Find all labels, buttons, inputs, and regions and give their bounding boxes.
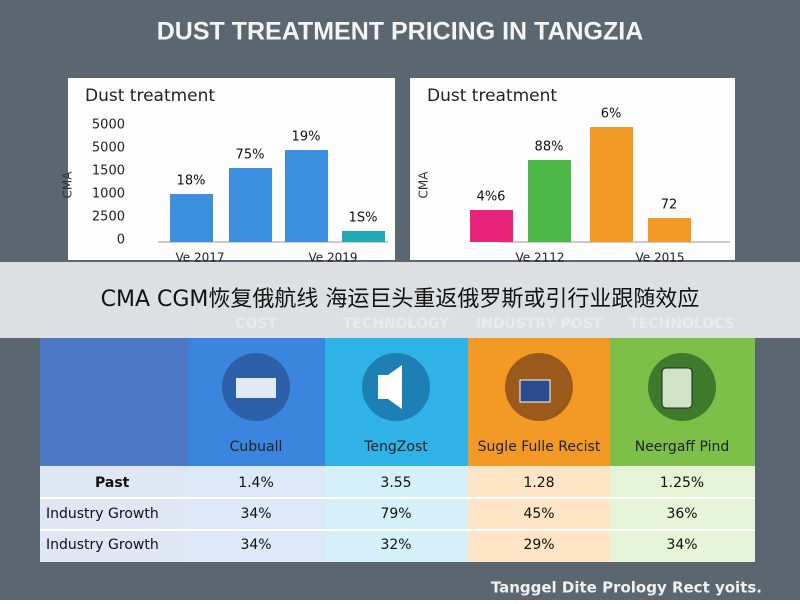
title: DUST TREATMENT PRICING IN TANGZIA — [157, 18, 644, 46]
icons — [222, 353, 716, 421]
y-tick-label: 5000 — [92, 141, 125, 156]
cell: 79% — [380, 506, 411, 522]
cell: 34% — [666, 537, 697, 553]
footer: Tanggel Dite Prology Rect yoits. — [491, 579, 762, 597]
cell: 3.55 — [380, 475, 411, 491]
y-tick-label: 1000 — [92, 187, 125, 202]
row-label: Industry Growth — [46, 537, 159, 553]
row-label: Industry Growth — [46, 506, 159, 522]
value-label: 88% — [535, 140, 564, 155]
value-label: 72 — [661, 198, 678, 213]
column-name: Sugle Fulle Recist — [478, 439, 601, 455]
y-tick-label: 1500 — [92, 164, 125, 179]
chart-title: Dust treatment — [85, 86, 215, 106]
cell: 29% — [523, 537, 554, 553]
y-tick-label: 5000 — [92, 118, 125, 133]
cells — [188, 466, 325, 562]
bar — [470, 210, 513, 242]
cells — [610, 466, 755, 562]
value-label: 18% — [177, 174, 206, 189]
x-tick-label: Ve 2019 — [308, 251, 357, 265]
charts: Dust treatment CMA 5000 5000 1500 1000 2500 0 18… — [61, 86, 730, 265]
cell: 1.25% — [660, 475, 704, 491]
banner — [0, 262, 800, 338]
value-label: 75% — [236, 148, 265, 163]
x-tick-label: Ve 2017 — [175, 251, 224, 265]
row-header-cells — [40, 466, 188, 562]
icon-glyph — [661, 367, 693, 409]
cells — [468, 466, 610, 562]
value-label: 1S% — [349, 211, 378, 226]
x-tick-label: Ve 2112 — [515, 251, 564, 265]
cell: 34% — [240, 506, 271, 522]
bar — [285, 150, 328, 242]
value-label: 19% — [292, 130, 321, 145]
icon-glyph — [236, 378, 276, 398]
column-name: Neergaff Pind — [635, 439, 730, 455]
cell: 36% — [666, 506, 697, 522]
y-tick-label: 0 — [117, 233, 125, 248]
y-axis-label: CMA — [417, 171, 431, 199]
cells — [325, 466, 468, 562]
cell: 1.28 — [523, 475, 554, 491]
bar — [170, 194, 213, 242]
row-header-area — [40, 338, 188, 466]
y-tick-label: 2500 — [92, 210, 125, 225]
cell: 45% — [523, 506, 554, 522]
x-tick-label: Ve 2015 — [635, 251, 684, 265]
bar — [229, 168, 272, 242]
value-label: 6% — [601, 107, 622, 122]
column-name: TengZost — [363, 439, 428, 455]
cell: 34% — [240, 537, 271, 553]
value-label: 4%6 — [477, 190, 506, 205]
y-axis-label: CMA — [61, 171, 75, 199]
cell: 1.4% — [238, 475, 274, 491]
chart-title: Dust treatment — [427, 86, 557, 106]
cell: 32% — [380, 537, 411, 553]
bar — [648, 218, 691, 242]
icon-glyph — [519, 379, 551, 403]
bar — [342, 231, 385, 242]
column-name: Cubuall — [230, 439, 283, 455]
bar — [528, 160, 571, 242]
bar — [590, 127, 633, 242]
banner-text: CMA CGM恢复俄航线 海运巨头重返俄罗斯或引行业跟随效应 — [101, 287, 700, 312]
row-label: Past — [95, 475, 130, 491]
icon-glyph — [378, 365, 402, 409]
